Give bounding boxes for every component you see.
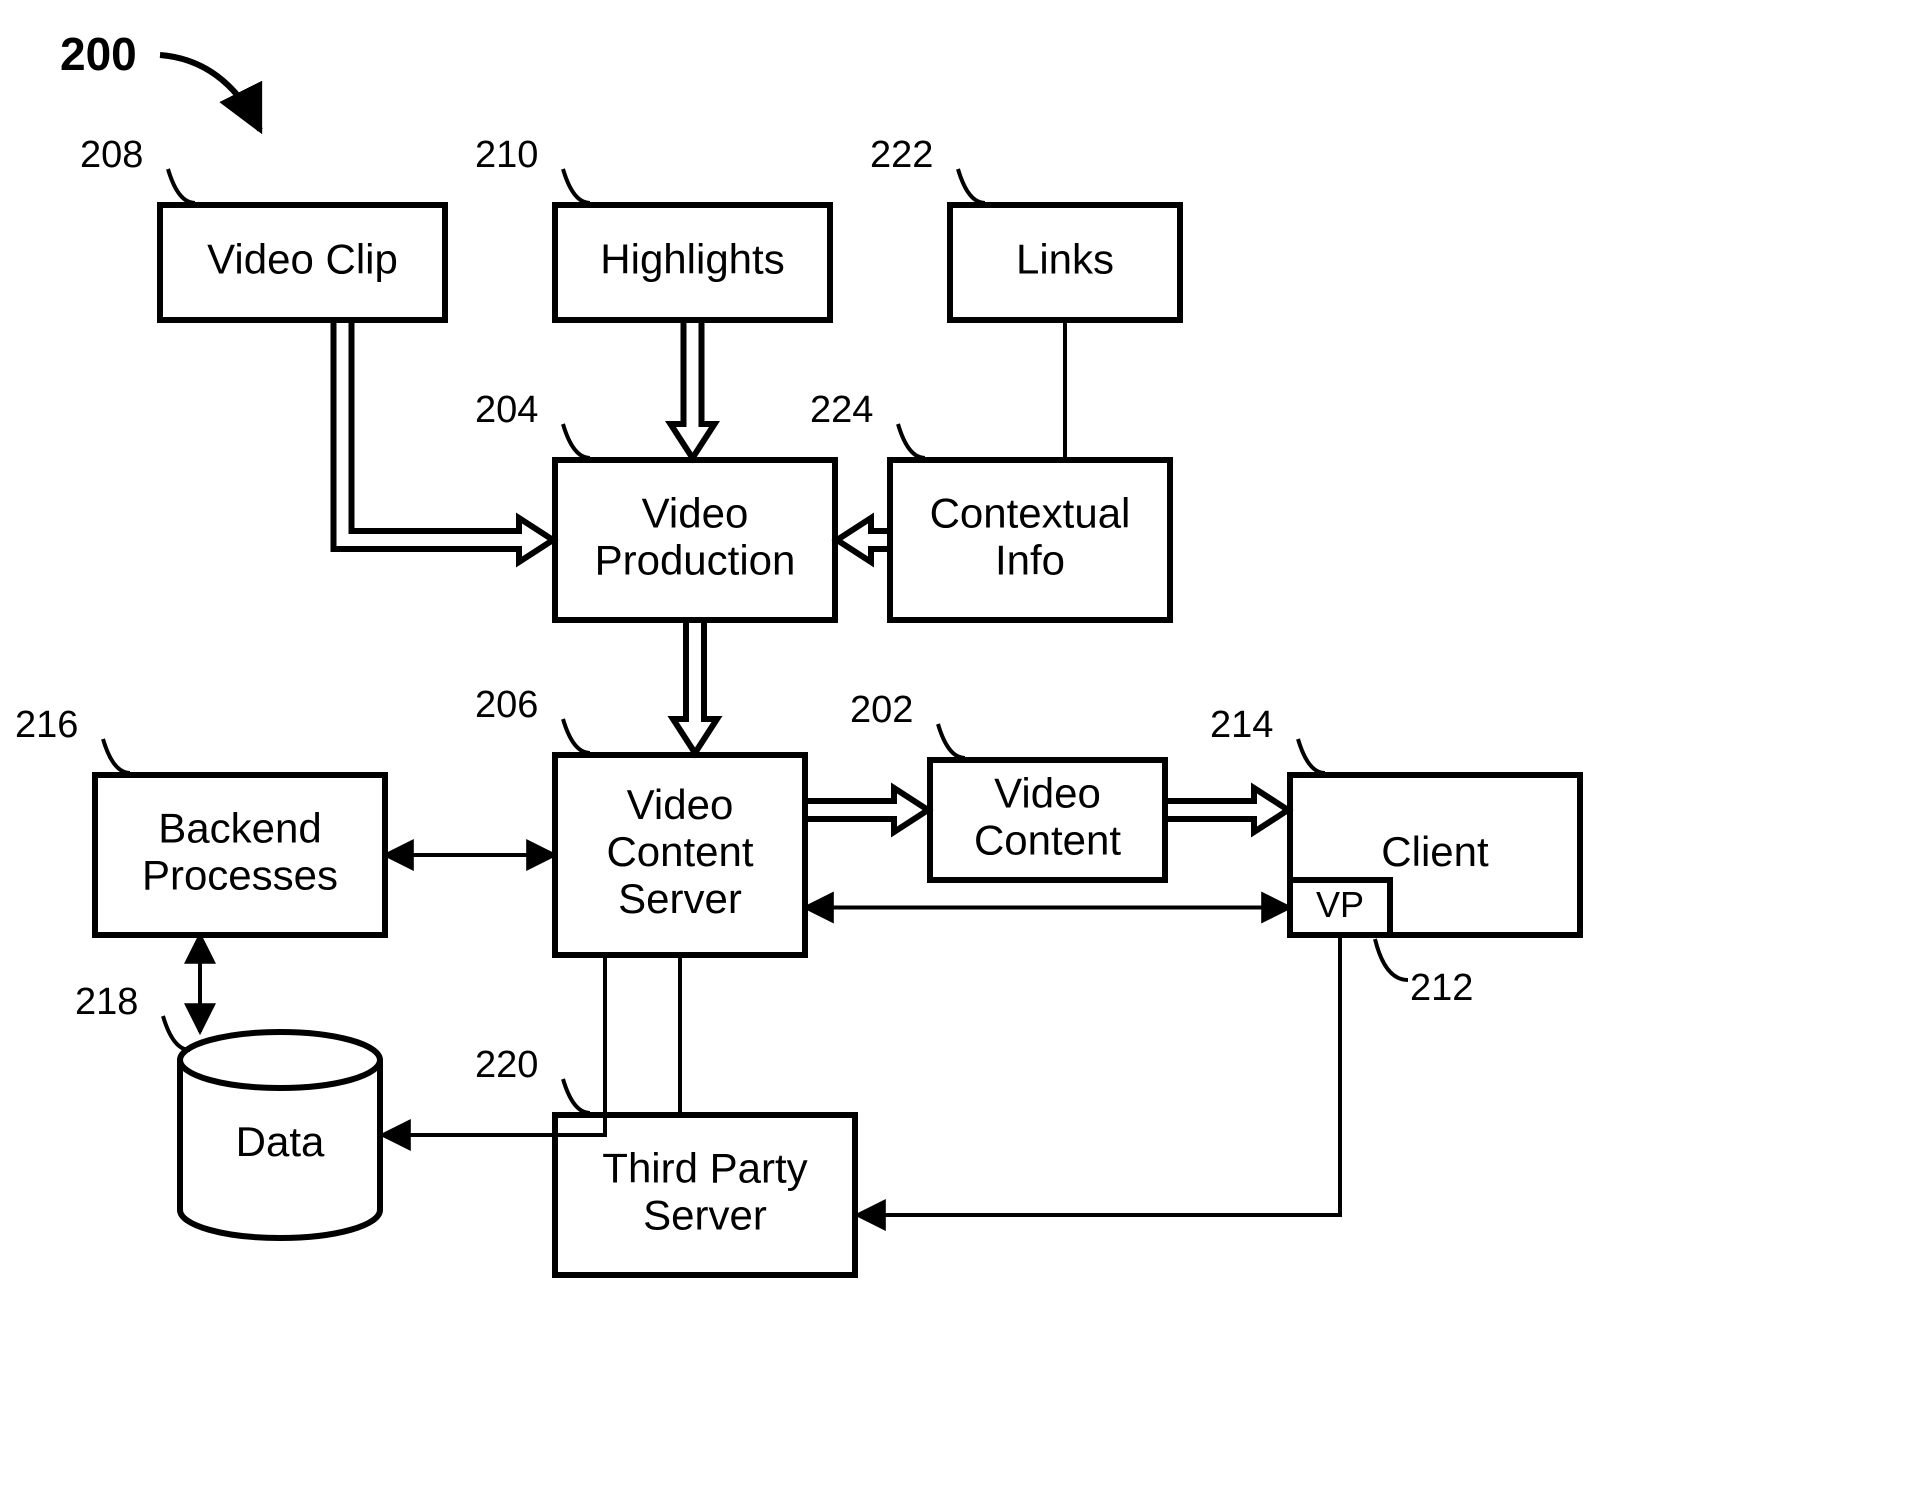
node-third_party-label: Third Party [602, 1145, 807, 1192]
diagram-title: 200 [60, 28, 137, 80]
ref-hook [938, 724, 965, 758]
ref-num: 214 [1210, 704, 1273, 746]
ref-num: 208 [80, 134, 143, 176]
node-video_clip-label: Video Clip [207, 236, 398, 283]
node-backend-label: Backend [158, 805, 321, 852]
ref-hook [563, 169, 590, 203]
ref-num: 220 [475, 1044, 538, 1086]
node-video_content-label: Content [974, 817, 1121, 864]
node-video_prod-label: Video [642, 490, 749, 537]
ref-hook [563, 424, 590, 458]
node-backend-label: Processes [142, 852, 338, 899]
edge-prod-vcs [673, 620, 717, 753]
edge-highlights-prod [671, 320, 715, 458]
node-contextual-label: Contextual [930, 490, 1131, 537]
ref-num: 218 [75, 981, 138, 1023]
ref-num: 224 [810, 389, 873, 431]
ref-hook [563, 719, 590, 753]
node-data-label: Data [236, 1118, 325, 1165]
node-client-label: Client [1381, 828, 1489, 875]
node-vp-label: VP [1316, 884, 1364, 925]
ref-num: 216 [15, 704, 78, 746]
edge-contextual-prod [837, 518, 890, 562]
edge-content-client [1165, 788, 1288, 832]
node-contextual-label: Info [995, 537, 1065, 584]
node-highlights-label: Highlights [600, 236, 784, 283]
ref-hook [898, 424, 925, 458]
ref-num: 202 [850, 689, 913, 731]
node-links-label: Links [1016, 236, 1114, 283]
ref-num: 212 [1410, 967, 1473, 1009]
ref-hook [1298, 739, 1325, 773]
ref-num: 222 [870, 134, 933, 176]
node-vcs-label: Content [606, 828, 753, 875]
node-vcs-label: Server [618, 875, 742, 922]
title-arrow [160, 55, 260, 130]
ref-hook [168, 169, 195, 203]
edge-client-3p [857, 935, 1340, 1215]
node-third_party-label: Server [643, 1192, 767, 1239]
ref-hook [103, 739, 130, 773]
diagram-canvas: 200 Video Clip 208 Highlights 210 Links 222 Vid… [0, 0, 1917, 1490]
ref-num: 206 [475, 684, 538, 726]
edge-vcs-content [805, 788, 928, 832]
ref-hook [563, 1079, 590, 1113]
diagram-root: 200 Video Clip 208 Highlights 210 Links 222 Vid… [15, 28, 1580, 1275]
edge-clip-prod [334, 320, 554, 562]
ref-num: 210 [475, 134, 538, 176]
node-data-top [180, 1032, 380, 1088]
ref-hook [163, 1016, 190, 1050]
ref-num: 204 [475, 389, 538, 431]
ref-hook [1375, 939, 1408, 980]
node-video_content-label: Video [994, 770, 1101, 817]
node-vcs-label: Video [627, 781, 734, 828]
ref-hook [958, 169, 985, 203]
node-video_prod-label: Production [595, 537, 796, 584]
